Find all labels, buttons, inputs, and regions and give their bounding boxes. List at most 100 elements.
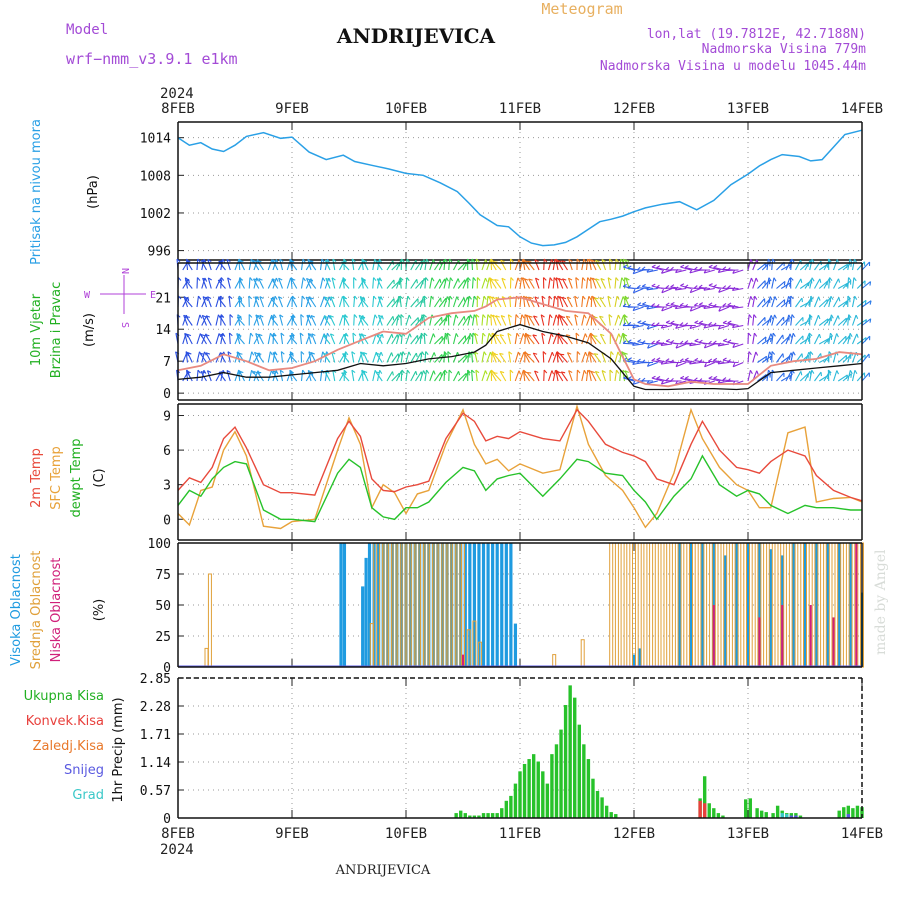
wind-barb	[757, 298, 765, 308]
high-cloud-bar	[404, 543, 408, 667]
wind-barb	[410, 370, 417, 382]
wind-barb-head	[378, 314, 383, 318]
wind-barb-head	[495, 315, 500, 318]
wind-barb	[205, 315, 212, 326]
wind-barb	[499, 371, 507, 382]
wind-barb-head	[830, 314, 834, 319]
wind-barb-head	[584, 351, 588, 357]
wind-barb	[429, 296, 432, 308]
wind-barb	[713, 359, 725, 364]
wind-barb	[438, 259, 445, 271]
wind-barb	[598, 316, 606, 326]
wind-barb	[627, 287, 639, 290]
mid-cloud-label: Srednja Oblacnost	[29, 551, 44, 670]
precip-total-bar	[755, 808, 759, 818]
wind-barb-head	[713, 375, 718, 379]
high-cloud-bar	[386, 543, 390, 667]
wind-barb-head	[772, 258, 776, 263]
pressure-ytick-label: 996	[148, 245, 171, 260]
mid-cloud-bar	[842, 542, 847, 668]
mid-cloud-bar	[204, 647, 209, 668]
wind-barb-head	[494, 334, 500, 337]
precip-total-bar	[771, 813, 775, 818]
wind-barb	[647, 324, 658, 330]
wind-barb-head	[228, 295, 233, 300]
credit-watermark: made by Angel	[873, 549, 889, 655]
wind-barb	[443, 333, 446, 345]
wind-barb	[361, 259, 364, 271]
wind-barb	[305, 296, 312, 308]
wind-barb-head	[444, 369, 448, 374]
wind-barb-head	[270, 316, 275, 319]
wind-barb	[795, 335, 804, 345]
wind-barb-head	[587, 277, 591, 282]
wind-barb	[718, 324, 730, 330]
high-cloud-bar	[339, 543, 343, 667]
hail-bar	[785, 814, 789, 818]
wind-barb-head	[279, 258, 284, 262]
wind-barb	[558, 278, 564, 289]
wind-barb	[614, 370, 618, 382]
wind-barb	[627, 341, 639, 345]
wind-barb	[842, 334, 851, 345]
wind-barb-head	[290, 315, 295, 318]
high-cloud-bar	[837, 543, 841, 667]
wind-barb	[747, 259, 752, 271]
wind-barb-head	[665, 320, 670, 324]
wind-barb-head	[353, 314, 358, 318]
mid-cloud-bar	[694, 542, 699, 668]
wind-barb-head	[632, 288, 636, 294]
wind-barb-head	[522, 333, 526, 338]
wind-barb-head	[595, 259, 600, 263]
wind-barb-head	[455, 333, 459, 338]
wind-barb-head	[524, 352, 529, 355]
wind-barb	[202, 278, 208, 289]
wind-barb	[490, 314, 493, 326]
wind-barb-head	[362, 334, 367, 337]
wind-barb-head	[703, 269, 707, 274]
wind-barb-head	[433, 370, 436, 375]
wind-barb	[306, 315, 312, 326]
wind-barb-head	[647, 344, 650, 349]
wind-barb	[661, 306, 673, 312]
wind-barb	[574, 314, 578, 326]
high-cloud-bar	[422, 543, 426, 667]
wind-barb	[795, 260, 802, 271]
wind-barb	[279, 314, 284, 326]
wind-barb-head	[517, 277, 521, 282]
product-title: Meteogram	[541, 0, 622, 18]
wind-barb	[757, 355, 767, 363]
wind-barb-head	[615, 258, 620, 263]
precip-ytick-label: 1.71	[140, 728, 171, 743]
wind-barb-head	[239, 259, 244, 263]
wind-barb	[589, 277, 592, 289]
wind-barb	[396, 370, 402, 382]
wind-barb-head	[300, 314, 305, 318]
wind-barb	[462, 296, 469, 308]
precip-ytick-label: 0.57	[140, 784, 171, 799]
wind-barb	[637, 321, 649, 327]
high-cloud-bar	[504, 543, 508, 667]
wind-barb	[540, 314, 545, 326]
wind-barb-head	[448, 369, 453, 374]
mid-cloud-bar	[207, 573, 212, 668]
precip-total-bar	[582, 744, 586, 818]
wind-barb-head	[290, 260, 295, 263]
wind-barb-head	[727, 378, 731, 382]
wind-barb-head	[694, 357, 699, 361]
wind-barb-head	[636, 266, 641, 271]
wind-barb-head	[747, 332, 752, 337]
wind-barb-head	[446, 277, 449, 282]
wind-barb	[226, 259, 231, 271]
wind-barb-head	[203, 258, 207, 263]
wind-barb	[776, 316, 785, 326]
wind-barb-head	[854, 369, 858, 375]
wind-barb-head	[599, 297, 604, 300]
wind-barb	[547, 277, 551, 289]
wind-barb-head	[300, 351, 305, 355]
wind-barb-head	[661, 269, 664, 274]
wind-barb-head	[534, 259, 539, 263]
precip-total-bar	[744, 799, 748, 818]
wind-barb-head	[641, 340, 646, 344]
wind-barb	[419, 296, 424, 308]
